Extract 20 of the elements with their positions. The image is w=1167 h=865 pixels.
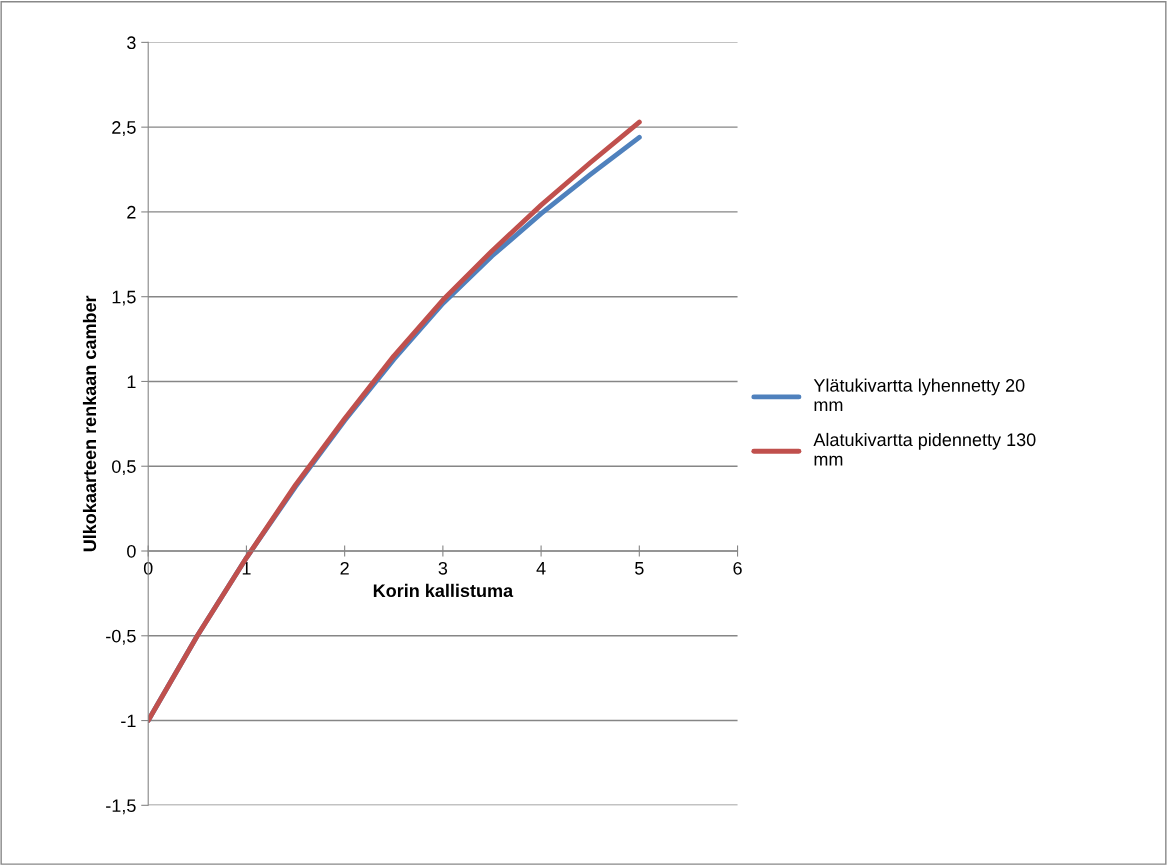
y-tick-label: 0,5 <box>112 460 136 476</box>
x-tick-label: 2 <box>340 561 349 575</box>
y-tick-label: 1 <box>127 375 136 389</box>
y-tick-label: 1,5 <box>112 290 136 306</box>
legend-label: Ylätukivartta lyhennetty 20 mm <box>813 378 1025 412</box>
x-tick-label: 6 <box>733 561 742 575</box>
legend-label: Alatukivartta pidennetty 130 mm <box>813 432 1036 466</box>
y-tick-label: 2 <box>127 205 136 219</box>
y-tick-label: 3 <box>127 36 136 50</box>
x-axis-title: Korin kallistuma <box>373 583 514 598</box>
y-tick-label: 0 <box>127 544 136 558</box>
y-tick-label: -0,5 <box>106 629 136 645</box>
x-tick-label: 5 <box>635 562 644 575</box>
y-tick-label: 2,5 <box>112 121 136 137</box>
x-tick-label: 3 <box>438 561 448 575</box>
x-tick-label: 0 <box>143 561 153 575</box>
y-tick-label: -1,5 <box>106 799 136 815</box>
y-axis-title: Ulkokaarteen renkaan camber <box>82 295 97 552</box>
x-tick-label: 4 <box>536 562 546 575</box>
y-tick-label: -1 <box>121 714 136 728</box>
